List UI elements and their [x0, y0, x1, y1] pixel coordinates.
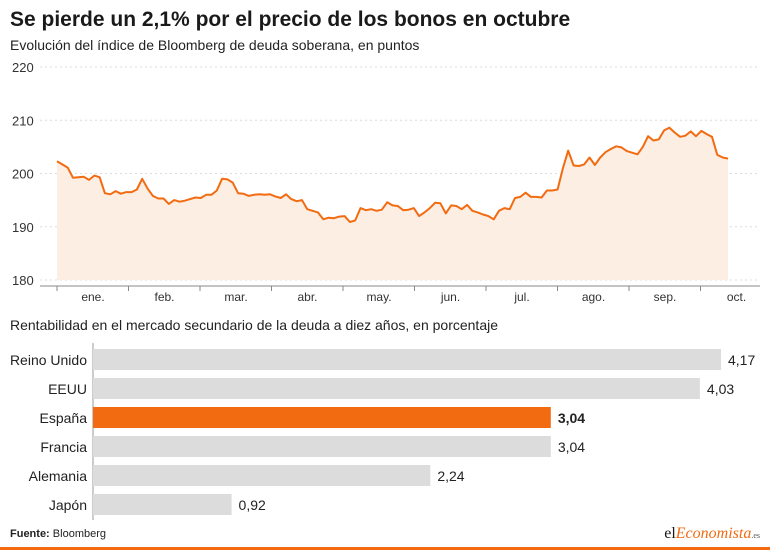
logo-part2: Economista	[675, 525, 752, 542]
bar-value-label: 4,17	[728, 352, 755, 368]
bar-chart-subtitle: Rentabilidad en el mercado secundario de…	[10, 317, 499, 333]
bar-value-label: 3,04	[558, 439, 585, 455]
eleconomista-logo[interactable]: elEconomista.es	[664, 525, 760, 543]
y-tick-label: 190	[12, 220, 34, 235]
x-tick-label: abr.	[297, 290, 317, 304]
y-tick-label: 200	[12, 167, 34, 182]
bar-category-label: Alemania	[29, 468, 88, 484]
bar-category-label: España	[40, 410, 88, 426]
bottom-accent-line	[0, 547, 770, 550]
x-tick-label: ago.	[582, 290, 605, 304]
bar-value-label: 3,04	[558, 410, 585, 426]
bar	[93, 494, 232, 515]
x-tick-label: oct.	[727, 290, 746, 304]
bar	[93, 378, 700, 399]
x-tick-label: jul.	[513, 290, 529, 304]
logo-part1: el	[664, 525, 676, 542]
bar-category-label: Francia	[40, 439, 87, 455]
area-fill	[57, 127, 728, 280]
source-label: Fuente:	[10, 528, 50, 540]
y-tick-label: 180	[12, 273, 34, 288]
bar-category-label: Japón	[49, 497, 87, 513]
bar	[93, 436, 551, 457]
chart-title: Se pierde un 2,1% por el precio de los b…	[10, 8, 571, 31]
bar	[93, 349, 721, 370]
bar-value-label: 2,24	[437, 468, 464, 484]
bar	[93, 465, 431, 486]
source-note: Fuente: Bloomberg	[10, 528, 106, 540]
line-chart: 220 210 200 190 180 ene. feb. mar. abr. may. jun. j…	[12, 60, 760, 304]
x-tick-label: ene.	[81, 290, 104, 304]
x-tick-label: sep.	[654, 290, 677, 304]
y-tick-label: 220	[12, 60, 34, 75]
x-tick-label: jun.	[440, 290, 460, 304]
source-value: Bloomberg	[52, 528, 106, 540]
logo-part3: .es	[751, 531, 760, 540]
x-tick-label: may.	[366, 290, 391, 304]
x-tick-label: mar.	[224, 290, 247, 304]
bar-value-label: 0,92	[239, 497, 266, 513]
series-line	[56, 126, 729, 223]
y-tick-label: 210	[12, 113, 34, 128]
bar-category-label: EEUU	[48, 381, 87, 397]
x-tick-label: feb.	[154, 290, 174, 304]
bar-category-label: Reino Unido	[10, 352, 87, 368]
bar	[93, 407, 551, 428]
line-chart-subtitle: Evolución del índice de Bloomberg de deu…	[10, 37, 420, 53]
bar-value-label: 4,03	[707, 381, 734, 397]
